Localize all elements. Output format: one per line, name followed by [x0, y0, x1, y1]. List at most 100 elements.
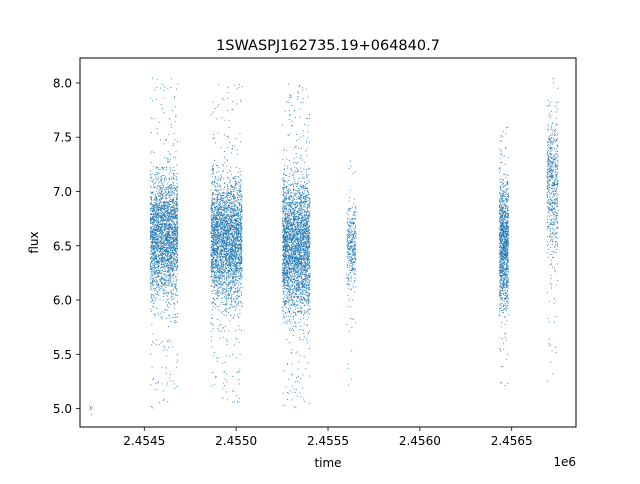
data-point: [224, 217, 226, 219]
data-point: [168, 194, 170, 196]
data-point: [221, 239, 223, 241]
data-point: [166, 208, 168, 210]
data-point: [157, 272, 159, 274]
data-point: [213, 252, 215, 254]
data-point: [177, 190, 178, 191]
data-point: [158, 285, 160, 287]
data-point: [211, 166, 213, 167]
data-point: [227, 254, 229, 256]
data-point: [152, 100, 154, 102]
data-point: [171, 216, 173, 218]
data-point: [173, 207, 175, 209]
data-point: [150, 239, 152, 240]
data-point: [175, 207, 177, 209]
data-point: [171, 267, 173, 269]
data-point: [173, 220, 175, 222]
data-point: [166, 340, 168, 342]
data-point: [154, 89, 156, 91]
data-point: [158, 206, 160, 208]
data-point: [154, 245, 156, 247]
data-point: [151, 233, 153, 235]
data-point: [225, 204, 226, 205]
data-point: [167, 293, 169, 294]
data-point: [168, 216, 170, 218]
data-point: [175, 316, 177, 318]
data-point: [240, 228, 242, 230]
data-point: [166, 237, 168, 239]
data-point: [225, 229, 227, 231]
data-point: [174, 249, 175, 251]
data-point: [215, 241, 217, 243]
data-point: [219, 337, 221, 339]
data-point: [174, 313, 176, 315]
data-point: [228, 248, 230, 250]
data-point: [153, 280, 155, 282]
data-point: [165, 212, 167, 213]
data-point: [225, 252, 227, 253]
data-point: [157, 229, 158, 231]
data-point: [214, 272, 216, 273]
data-point: [159, 230, 161, 232]
data-point: [225, 267, 226, 269]
data-point: [158, 236, 160, 237]
data-point: [231, 262, 233, 263]
data-point: [176, 88, 177, 90]
data-point: [171, 170, 173, 171]
data-point: [158, 276, 160, 278]
data-point: [169, 233, 171, 235]
data-point: [217, 264, 219, 266]
data-point: [213, 302, 214, 304]
data-point: [213, 168, 214, 170]
data-point: [220, 262, 222, 263]
data-point: [176, 186, 177, 188]
data-point: [231, 243, 233, 245]
data-point: [160, 237, 162, 239]
data-point: [240, 229, 242, 231]
data-point: [227, 192, 229, 194]
data-point: [176, 290, 178, 292]
data-point: [169, 268, 171, 270]
data-point: [240, 225, 242, 226]
data-point: [153, 247, 155, 249]
data-point: [171, 251, 173, 253]
data-point: [238, 86, 240, 88]
data-point: [160, 179, 162, 181]
data-point: [226, 344, 228, 345]
data-point: [216, 213, 217, 215]
data-point: [161, 217, 163, 218]
data-point: [166, 248, 167, 250]
data-point: [172, 220, 173, 222]
data-point: [158, 294, 160, 296]
data-point: [163, 345, 165, 347]
data-point: [171, 184, 173, 186]
data-point: [161, 281, 163, 283]
data-point: [170, 238, 172, 239]
data-point: [224, 361, 226, 363]
data-point: [169, 275, 171, 277]
data-point: [165, 210, 167, 212]
data-point: [220, 253, 222, 255]
data-point: [155, 280, 157, 282]
data-point: [163, 260, 165, 261]
data-point: [166, 139, 167, 141]
data-point: [238, 316, 240, 318]
data-point: [161, 219, 163, 221]
data-point: [165, 229, 167, 230]
data-point: [152, 283, 153, 285]
data-point: [215, 244, 216, 246]
data-point: [174, 235, 176, 237]
data-point: [212, 203, 214, 205]
data-point: [213, 218, 215, 220]
data-point: [150, 301, 152, 303]
data-point: [234, 285, 235, 286]
data-point: [171, 211, 173, 213]
data-point: [166, 260, 168, 262]
data-point: [218, 279, 220, 281]
data-point: [160, 215, 162, 216]
data-point: [161, 197, 163, 199]
data-point: [163, 227, 165, 228]
data-point: [210, 207, 212, 209]
data-point: [236, 357, 237, 359]
data-point: [218, 278, 220, 280]
data-point: [210, 237, 212, 239]
